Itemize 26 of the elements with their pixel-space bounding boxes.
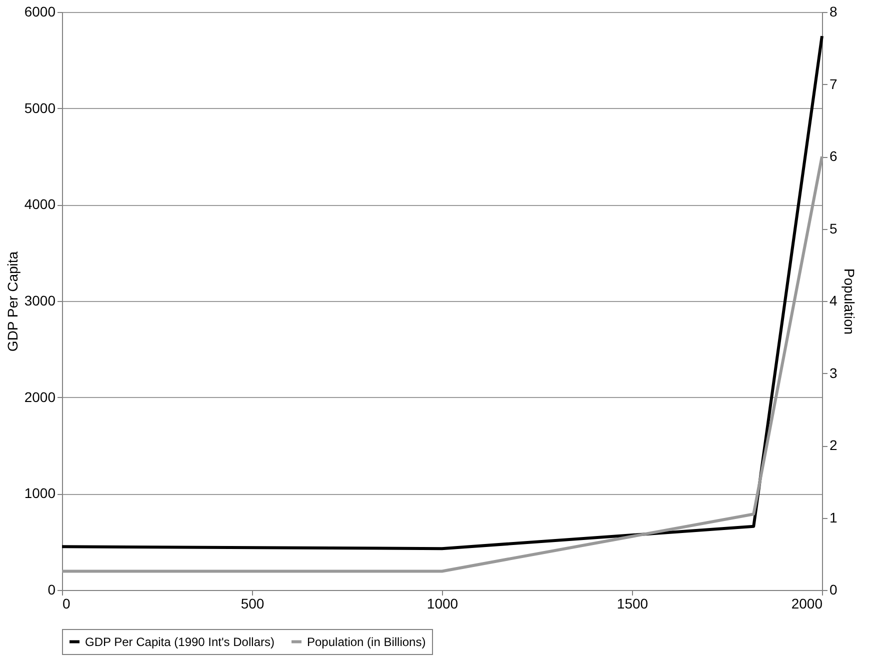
y2-tick-label: 6 — [830, 148, 838, 164]
y-tick-label: 6000 — [24, 4, 56, 20]
y-tick-label: 5000 — [24, 100, 56, 116]
y-tick-label: 4000 — [24, 196, 56, 212]
x-tick-label: 1000 — [426, 596, 458, 612]
legend-label: GDP Per Capita (1990 Int's Dollars) — [85, 634, 274, 649]
legend-label: Population (in Billions) — [307, 634, 426, 649]
y2-tick-label: 5 — [830, 220, 838, 236]
x-tick-label: 1500 — [616, 596, 648, 612]
y2-tick-label: 1 — [830, 509, 838, 526]
line-series — [60, 34, 824, 550]
x-tick-label: 500 — [240, 596, 264, 612]
y-tick-label: 3000 — [24, 292, 56, 308]
x-tick-label: 0 — [62, 596, 70, 612]
y2-axis-title: Population — [841, 268, 858, 335]
y2-tick-label: 0 — [830, 582, 838, 598]
y2-tick-label: 3 — [830, 364, 838, 381]
y-tick-label: 0 — [48, 582, 56, 598]
y-axis-title: GDP Per Capita — [4, 251, 20, 352]
y2-tick-label: 2 — [830, 437, 838, 453]
x-tick-label: 2000 — [791, 596, 823, 612]
y2-tick-label: 4 — [830, 292, 838, 308]
y2-tick-label: 8 — [830, 4, 838, 20]
y-tick-label: 2000 — [24, 388, 56, 405]
y2-tick-label: 7 — [830, 76, 838, 92]
y-tick-label: 1000 — [24, 485, 56, 502]
